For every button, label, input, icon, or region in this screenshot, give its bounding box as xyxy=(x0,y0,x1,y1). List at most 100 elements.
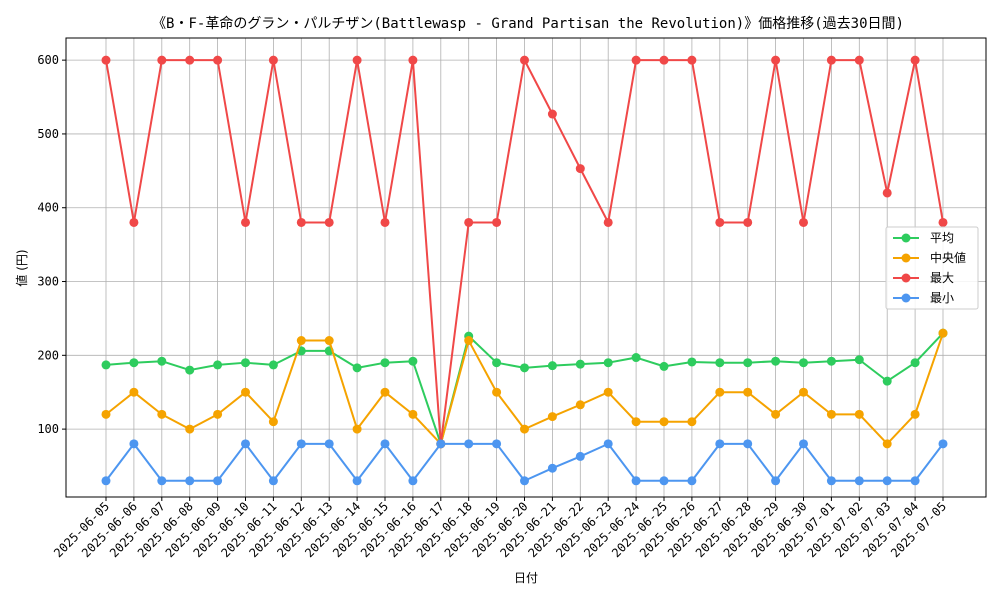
data-point xyxy=(631,353,641,363)
data-point xyxy=(603,358,613,368)
series-0 xyxy=(101,328,948,449)
data-point xyxy=(380,217,390,227)
legend-entry: 最大 xyxy=(893,271,954,285)
data-point xyxy=(157,356,167,366)
data-point xyxy=(324,217,334,227)
data-point xyxy=(547,361,557,371)
data-point xyxy=(743,387,753,397)
data-point xyxy=(324,336,334,346)
data-point xyxy=(938,217,948,227)
data-point xyxy=(157,409,167,419)
data-point xyxy=(464,336,474,346)
data-point xyxy=(826,409,836,419)
data-point xyxy=(492,358,502,368)
data-point xyxy=(241,358,250,368)
data-point xyxy=(575,400,585,410)
data-point xyxy=(575,164,585,174)
data-point xyxy=(575,359,585,369)
data-point xyxy=(296,336,306,346)
data-point xyxy=(324,439,334,449)
data-point xyxy=(492,387,502,397)
data-point xyxy=(771,55,781,65)
data-point xyxy=(882,439,892,449)
chart-title: 《B・F-革命のグラン・パルチザン(Battlewasp - Grand Par… xyxy=(152,15,904,32)
legend-entry: 平均 xyxy=(893,231,954,245)
data-point xyxy=(771,409,781,419)
data-point xyxy=(352,424,362,434)
data-point xyxy=(547,412,557,422)
data-point xyxy=(910,358,920,368)
legend-entry: 中央値 xyxy=(893,250,966,265)
y-tick-label: 400 xyxy=(37,201,59,215)
data-point xyxy=(492,217,502,227)
data-point xyxy=(771,356,781,366)
series-3 xyxy=(101,439,948,486)
data-point xyxy=(799,358,808,368)
y-tick-label: 600 xyxy=(37,53,59,67)
data-point xyxy=(826,356,836,366)
legend-label: 中央値 xyxy=(930,250,966,265)
data-point xyxy=(575,451,585,461)
y-axis-ticks: 100 200 300 400 500 600 xyxy=(37,53,66,436)
data-point xyxy=(799,439,808,449)
data-point xyxy=(826,476,836,486)
data-point xyxy=(715,387,725,397)
series-1 xyxy=(101,328,948,449)
legend-box xyxy=(885,226,979,310)
data-point xyxy=(687,476,697,486)
data-point xyxy=(520,424,529,434)
data-point xyxy=(854,55,864,65)
data-point xyxy=(799,217,808,227)
data-point xyxy=(101,409,111,419)
data-point xyxy=(296,439,306,449)
data-point xyxy=(185,365,195,375)
data-point xyxy=(268,417,278,427)
data-point xyxy=(659,55,669,65)
data-point xyxy=(185,424,195,434)
data-point xyxy=(213,55,223,65)
series-layer xyxy=(101,55,948,486)
data-point xyxy=(715,439,725,449)
data-point xyxy=(129,439,139,449)
data-point xyxy=(910,55,920,65)
data-point xyxy=(854,409,864,419)
data-point xyxy=(408,356,418,366)
data-point xyxy=(408,409,418,419)
data-point xyxy=(408,476,418,486)
data-point xyxy=(687,357,697,367)
data-point xyxy=(185,476,195,486)
data-point xyxy=(213,360,223,370)
data-point xyxy=(910,409,920,419)
legend-swatch-marker xyxy=(901,293,911,303)
data-point xyxy=(157,476,167,486)
data-point xyxy=(938,328,948,338)
data-point xyxy=(743,358,753,368)
legend-swatch-marker xyxy=(901,273,911,283)
x-axis-ticks: 2025-06-052025-06-062025-06-072025-06-08… xyxy=(51,497,949,560)
data-point xyxy=(492,439,502,449)
legend-label: 平均 xyxy=(930,231,954,245)
y-tick-label: 300 xyxy=(37,275,59,289)
data-point xyxy=(352,476,362,486)
data-point xyxy=(631,476,641,486)
legend-label: 最大 xyxy=(930,271,954,285)
data-point xyxy=(129,387,139,397)
data-point xyxy=(631,417,641,427)
data-point xyxy=(241,439,250,449)
data-point xyxy=(268,360,278,370)
y-axis-label: 値 (円) xyxy=(14,249,29,286)
data-point xyxy=(268,55,278,65)
data-point xyxy=(520,363,529,373)
legend-entry: 最小 xyxy=(893,291,954,305)
data-point xyxy=(687,417,697,427)
data-point xyxy=(938,439,948,449)
data-point xyxy=(157,55,167,65)
data-point xyxy=(771,476,781,486)
data-point xyxy=(520,55,529,65)
data-point xyxy=(101,55,111,65)
data-point xyxy=(826,55,836,65)
data-point xyxy=(101,476,111,486)
data-point xyxy=(659,417,669,427)
data-point xyxy=(715,217,725,227)
